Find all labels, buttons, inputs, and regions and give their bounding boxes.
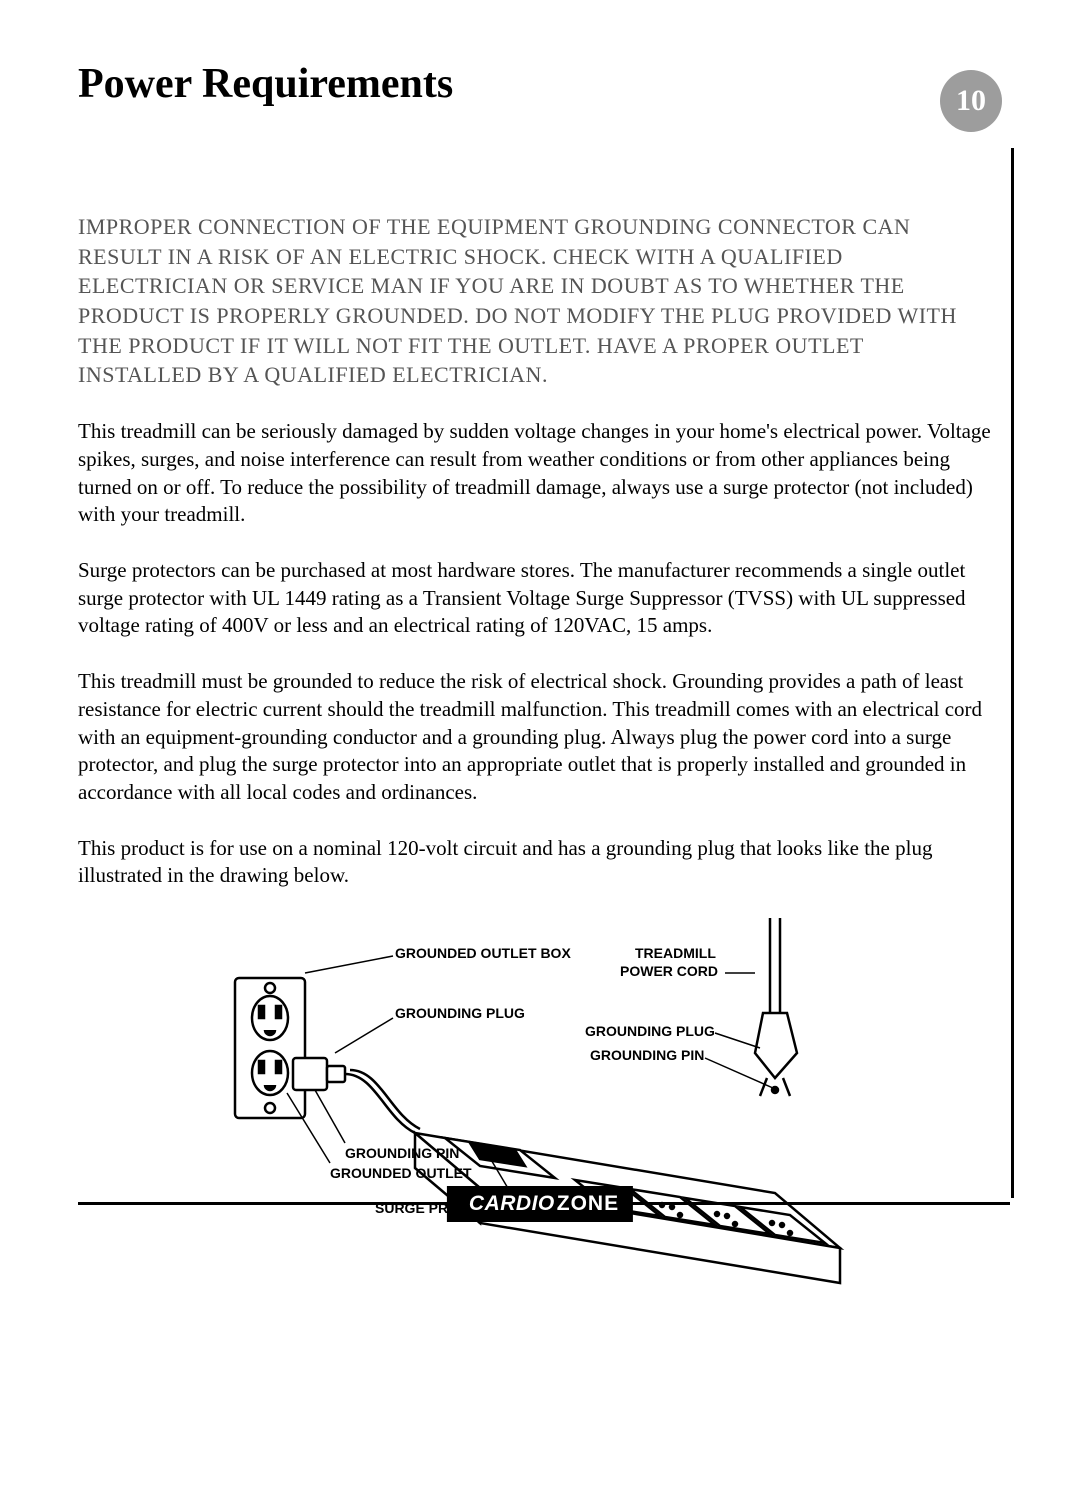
body-paragraph-4: This product is for use on a nominal 120… [78, 835, 992, 890]
body-paragraph-2: Surge protectors can be purchased at mos… [78, 557, 992, 640]
label-grounded-outlet-box: GROUNDED OUTLET BOX [395, 945, 571, 961]
label-grounding-pin-left: GROUNDING PIN [345, 1145, 459, 1161]
label-grounding-plug-left: GROUNDING PLUG [395, 1005, 525, 1021]
label-power-cord: POWER CORD [620, 963, 718, 979]
brand-logo-main: CARDIO [469, 1192, 555, 1216]
grounding-diagram-svg: GROUNDED OUTLET BOX GROUNDING PLUG GROUN… [215, 918, 855, 1308]
grounding-diagram: GROUNDED OUTLET BOX GROUNDING PLUG GROUN… [78, 918, 992, 1308]
body-paragraph-3: This treadmill must be grounded to reduc… [78, 668, 992, 807]
label-grounding-plug-right: GROUNDING PLUG [585, 1023, 715, 1039]
label-treadmill: TREADMILL [635, 945, 716, 961]
brand-logo: CARDIOZONE [447, 1186, 633, 1222]
page-number-badge: 10 [940, 70, 1002, 132]
label-grounded-outlet: GROUNDED OUTLET [330, 1165, 472, 1181]
body-paragraph-1: This treadmill can be seriously damaged … [78, 418, 992, 529]
label-grounding-pin-right: GROUNDING PIN [590, 1047, 704, 1063]
warning-paragraph: IMPROPER CONNECTION OF THE EQUIPMENT GRO… [78, 212, 992, 390]
brand-logo-suffix: ZONE [557, 1192, 619, 1216]
right-margin-rule [1011, 148, 1014, 1198]
page-title: Power Requirements [78, 60, 453, 108]
body-content: IMPROPER CONNECTION OF THE EQUIPMENT GRO… [78, 212, 1002, 1308]
